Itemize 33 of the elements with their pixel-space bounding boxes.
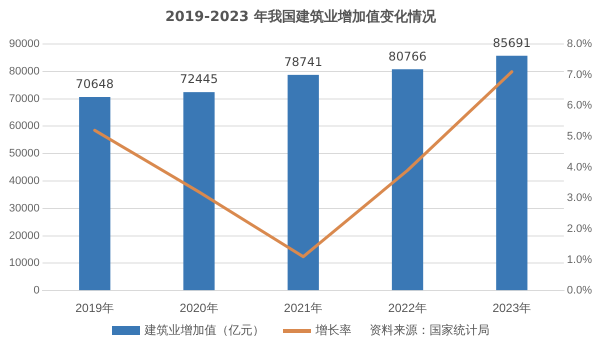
y2-tick-label: 2.0% — [566, 222, 592, 235]
x-tick-label: 2019年 — [75, 301, 114, 316]
chart-title: 2019-2023 年我国建筑业增加值变化情况 — [164, 8, 437, 26]
y-tick-label: 70000 — [8, 92, 40, 105]
y-tick-label: 10000 — [8, 257, 40, 270]
y2-tick-label: 6.0% — [566, 100, 592, 112]
y2-tick-label: 4.0% — [566, 161, 592, 174]
y2-tick-label: 1.0% — [566, 254, 592, 266]
y-tick-label: 90000 — [8, 38, 40, 50]
x-tick-label: 2023年 — [492, 301, 532, 316]
legend-label: 建筑业增加值（亿元） — [144, 322, 264, 339]
y-tick-label: 20000 — [8, 230, 40, 242]
data-label: 80766 — [388, 49, 427, 64]
y-tick-label: 30000 — [8, 202, 40, 214]
x-tick-label: 2020年 — [180, 301, 218, 316]
text: 资料来源：国家统计局 — [370, 322, 490, 339]
y2-tick-label: 5.0% — [566, 130, 592, 143]
data-label: 78741 — [284, 54, 322, 69]
y2-tick-label: 0.0% — [566, 284, 592, 297]
x-tick-label: 2022年 — [388, 301, 427, 316]
x-tick-label: 2021年 — [284, 301, 323, 316]
y-tick-label: 50000 — [8, 148, 40, 160]
y-tick-label: 0 — [33, 284, 40, 297]
legend-label: 增长率 — [316, 322, 352, 339]
y2-tick-label: 8.0% — [566, 38, 592, 50]
y-tick-label: 60000 — [8, 120, 40, 132]
data-label: 85691 — [492, 36, 531, 50]
y2-tick-label: 7.0% — [566, 68, 592, 81]
data-label: 72445 — [180, 72, 218, 86]
data-label: 70648 — [76, 77, 114, 92]
y-tick-label: 80000 — [8, 65, 40, 78]
y2-tick-label: 3.0% — [566, 192, 592, 204]
y-tick-label: 40000 — [8, 175, 40, 188]
